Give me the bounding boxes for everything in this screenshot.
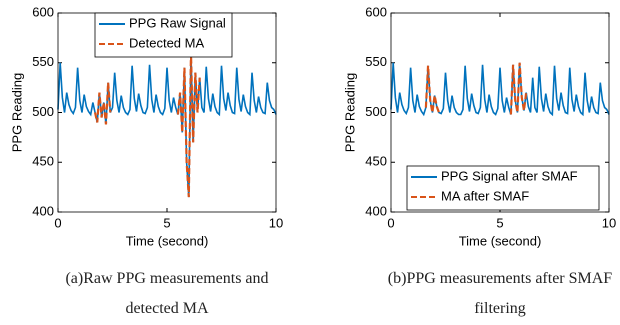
legend-label: MA after SMAF bbox=[441, 188, 529, 203]
legend-box bbox=[94, 12, 233, 58]
series-line bbox=[390, 62, 610, 117]
caption: (b)PPG measurements after SMAF filtering bbox=[387, 270, 613, 317]
legend-label: PPG Signal after SMAF bbox=[441, 168, 578, 183]
series-line bbox=[57, 52, 277, 198]
y-tick-label: 550 bbox=[32, 54, 54, 69]
y-tick-label: 400 bbox=[365, 203, 387, 218]
x-tick-label: 5 bbox=[496, 215, 503, 230]
y-tick-label: 500 bbox=[32, 104, 54, 119]
y-tick-label: 600 bbox=[32, 4, 54, 19]
figure: 400 450 500 550 600 0 5 10 Time (second) PPG Read… bbox=[9, 4, 616, 248]
y-tick-label: 500 bbox=[365, 104, 387, 119]
series-line bbox=[93, 52, 201, 198]
x-axis-label: Time (second) bbox=[459, 233, 542, 248]
y-tick-label: 400 bbox=[32, 203, 54, 218]
x-tick-label: 5 bbox=[163, 215, 170, 230]
x-tick-label: 10 bbox=[269, 215, 283, 230]
y-axis-label: PPG Reading bbox=[9, 73, 24, 153]
y-axis-label: PPG Reading bbox=[342, 73, 357, 153]
legend-label: PPG Raw Signal bbox=[129, 15, 226, 30]
x-tick-label: 0 bbox=[54, 215, 61, 230]
y-tick-label: 450 bbox=[32, 154, 54, 169]
y-tick-label: 600 bbox=[365, 4, 387, 19]
y-tick-label: 550 bbox=[365, 54, 387, 69]
caption: (a)Raw PPG measurements and detected MA bbox=[65, 270, 269, 317]
series-line bbox=[424, 62, 528, 115]
x-axis-label: Time (second) bbox=[126, 233, 209, 248]
x-tick-label: 10 bbox=[602, 215, 616, 230]
legend-label: Detected MA bbox=[129, 35, 204, 50]
y-tick-label: 450 bbox=[365, 154, 387, 169]
legend-box bbox=[406, 165, 600, 211]
x-tick-label: 0 bbox=[387, 215, 394, 230]
plot-frame bbox=[390, 12, 610, 213]
